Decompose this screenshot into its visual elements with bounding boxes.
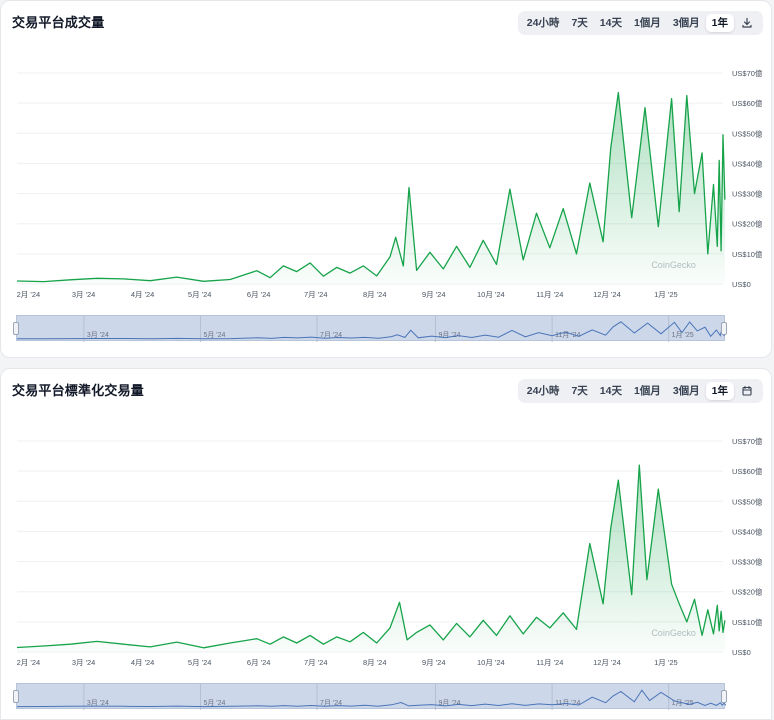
tab-3m[interactable]: 3個月 — [672, 17, 700, 29]
navigator-chart: 3月 '24 5月 '24 7月 '24 9月 '24 11月 '24 1月 '25 — [17, 684, 726, 710]
y-tick-label: US$20億 — [732, 219, 763, 229]
range-tabs: 24小時 7天 14天 1個月 3個月 1年 — [517, 379, 763, 403]
x-tick-label: 11月 '24 — [536, 290, 563, 299]
tab-24h[interactable]: 24小時 — [526, 17, 560, 29]
navigator-tick-label: 3月 '24 — [87, 699, 109, 707]
x-tick-label: 1月 '25 — [654, 658, 678, 667]
download-button[interactable] — [734, 14, 760, 32]
navigator-tick-label: 5月 '24 — [203, 331, 225, 339]
navigator-tick-label: 7月 '24 — [320, 699, 342, 707]
tab-14d[interactable]: 14天 — [599, 17, 622, 29]
chart-title: 交易平台標準化交易量 — [12, 383, 145, 398]
x-tick-label: 3月 '24 — [72, 658, 96, 667]
download-icon — [742, 17, 752, 28]
navigator-tick-label: 1月 '25 — [672, 331, 694, 339]
navigator-left-handle[interactable] — [13, 690, 19, 703]
navigator-tick-label: 9月 '24 — [439, 699, 461, 707]
calendar-button[interactable] — [734, 382, 760, 400]
x-tick-label: 1月 '25 — [654, 290, 678, 299]
y-tick-label: US$40億 — [732, 526, 763, 536]
x-tick-label: 2月 '24 — [17, 658, 41, 667]
x-tick-label: 7月 '24 — [304, 290, 328, 299]
navigator-line — [17, 689, 726, 708]
tab-24h[interactable]: 24小時 — [526, 385, 560, 397]
navigator-tick-label: 11月 '24 — [555, 331, 580, 339]
navigator-right-handle[interactable] — [721, 690, 727, 703]
tab-1m[interactable]: 1個月 — [633, 385, 661, 397]
navigator-line — [17, 321, 726, 340]
y-tick-label: US$30億 — [732, 189, 763, 199]
tab-7d[interactable]: 7天 — [571, 385, 588, 397]
range-navigator[interactable]: 3月 '24 5月 '24 7月 '24 9月 '24 11月 '24 1月 '25 — [13, 315, 727, 342]
y-tick-label: US$0 — [732, 648, 751, 657]
x-tick-label: 12月 '24 — [593, 290, 621, 299]
tab-7d[interactable]: 7天 — [571, 17, 588, 29]
x-tick-label: 2月 '24 — [17, 290, 41, 299]
y-tick-label: US$10億 — [732, 249, 763, 259]
range-tabs: 24小時 7天 14天 1個月 3個月 1年 — [517, 11, 763, 35]
y-tick-label: US$60億 — [732, 98, 763, 108]
x-tick-label: 10月 '24 — [477, 658, 505, 667]
x-tick-label: 10月 '24 — [477, 290, 505, 299]
series-area — [17, 465, 725, 652]
navigator-tick-label: 5月 '24 — [203, 699, 225, 707]
x-tick-label: 11月 '24 — [536, 658, 563, 667]
x-tick-label: 5月 '24 — [188, 290, 212, 299]
main-chart[interactable]: US$0 US$10億 US$20億 US$30億 US$40億 US$50億 US$60億… — [1, 1, 773, 301]
y-tick-label: US$70億 — [732, 68, 763, 78]
x-tick-label: 8月 '24 — [363, 658, 387, 667]
navigator-tick-label: 3月 '24 — [87, 331, 109, 339]
x-tick-label: 9月 '24 — [422, 290, 446, 299]
series-line — [16, 91, 726, 283]
tab-14d[interactable]: 14天 — [599, 385, 622, 397]
y-tick-label: US$70億 — [732, 436, 763, 446]
x-tick-label: 3月 '24 — [72, 290, 96, 299]
x-tick-label: 12月 '24 — [593, 658, 621, 667]
y-tick-label: US$40億 — [732, 158, 763, 168]
x-tick-label: 7月 '24 — [304, 658, 328, 667]
exchange-volume-card: 交易平台成交量 24小時 7天 14天 1個月 3個月 1年 US$0 US$10… — [0, 0, 772, 358]
x-tick-label: 6月 '24 — [247, 290, 271, 299]
navigator-tick-label: 9月 '24 — [439, 331, 461, 339]
y-tick-label: US$0 — [732, 280, 751, 289]
y-tick-label: US$20億 — [732, 587, 763, 597]
y-tick-label: US$50億 — [732, 128, 763, 138]
navigator-left-handle[interactable] — [13, 322, 19, 335]
x-tick-label: 4月 '24 — [131, 658, 155, 667]
series-line — [16, 464, 726, 649]
x-tick-label: 9月 '24 — [422, 658, 446, 667]
y-tick-label: US$30億 — [732, 557, 763, 567]
chart-title: 交易平台成交量 — [12, 15, 105, 30]
series-area — [17, 92, 725, 284]
x-tick-label: 5月 '24 — [188, 658, 212, 667]
navigator-right-handle[interactable] — [721, 322, 727, 335]
x-tick-label: 6月 '24 — [247, 658, 271, 667]
x-tick-label: 8月 '24 — [363, 290, 387, 299]
normalized-volume-card: 交易平台標準化交易量 24小時 7天 14天 1個月 3個月 1年 US$0 US… — [0, 368, 772, 720]
navigator-tick-label: 7月 '24 — [320, 331, 342, 339]
tab-1m[interactable]: 1個月 — [633, 17, 661, 29]
tab-1y[interactable]: 1年 — [705, 14, 734, 32]
calendar-icon — [742, 385, 752, 396]
y-tick-label: US$10億 — [732, 617, 763, 627]
navigator-chart: 3月 '24 5月 '24 7月 '24 9月 '24 11月 '24 1月 '25 — [17, 316, 726, 342]
tab-3m[interactable]: 3個月 — [672, 385, 700, 397]
main-chart[interactable]: US$0 US$10億 US$20億 US$30億 US$40億 US$50億 US$60億… — [1, 369, 773, 669]
tab-1y[interactable]: 1年 — [705, 382, 734, 400]
y-tick-label: US$60億 — [732, 466, 763, 476]
navigator-tick-label: 11月 '24 — [555, 699, 580, 707]
x-tick-label: 4月 '24 — [131, 290, 155, 299]
range-navigator[interactable]: 3月 '24 5月 '24 7月 '24 9月 '24 11月 '24 1月 '25 — [13, 683, 727, 710]
y-tick-label: US$50億 — [732, 496, 763, 506]
